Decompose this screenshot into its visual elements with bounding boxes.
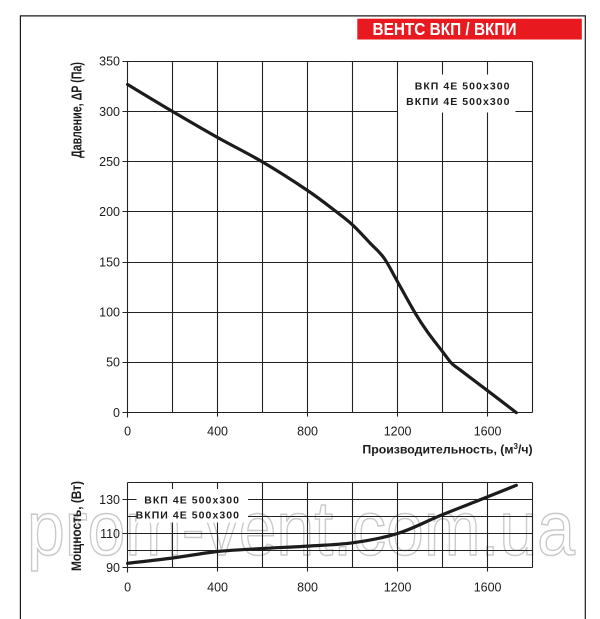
svg-text:1200: 1200	[384, 581, 412, 595]
svg-text:0: 0	[124, 581, 131, 595]
svg-text:100: 100	[99, 306, 120, 320]
svg-text:110: 110	[100, 527, 120, 541]
svg-text:ВЕНТС ВКП / ВКПИ: ВЕНТС ВКП / ВКПИ	[373, 19, 517, 39]
svg-text:ВКПИ 4Е 500x300: ВКПИ 4Е 500x300	[406, 96, 510, 108]
svg-text:800: 800	[297, 581, 318, 595]
svg-text:150: 150	[99, 255, 120, 269]
svg-text:90: 90	[106, 561, 120, 575]
svg-text:400: 400	[207, 581, 228, 595]
svg-text:1600: 1600	[474, 581, 502, 595]
svg-text:ВКПИ 4Е 500x300: ВКПИ 4Е 500x300	[136, 509, 240, 521]
svg-text:ВКП 4Е 500x300: ВКП 4Е 500x300	[415, 81, 511, 93]
svg-text:Давление, ΔP (Па): Давление, ΔP (Па)	[68, 62, 85, 158]
svg-text:50: 50	[106, 356, 120, 370]
svg-text:0: 0	[113, 406, 120, 420]
svg-text:300: 300	[99, 105, 120, 119]
svg-text:250: 250	[99, 155, 120, 169]
svg-text:200: 200	[99, 205, 120, 219]
svg-text:Производительность, (м3/ч): Производительность, (м3/ч)	[362, 442, 532, 457]
svg-text:0: 0	[124, 425, 131, 439]
svg-text:130: 130	[99, 493, 120, 507]
svg-text:800: 800	[297, 425, 318, 439]
svg-text:Мощность, (Вт): Мощность, (Вт)	[68, 481, 84, 571]
svg-text:1200: 1200	[384, 425, 412, 439]
svg-text:1600: 1600	[474, 425, 502, 439]
svg-text:ВКП 4Е 500x300: ВКП 4Е 500x300	[144, 495, 240, 507]
svg-text:400: 400	[207, 425, 228, 439]
svg-text:350: 350	[99, 55, 120, 69]
